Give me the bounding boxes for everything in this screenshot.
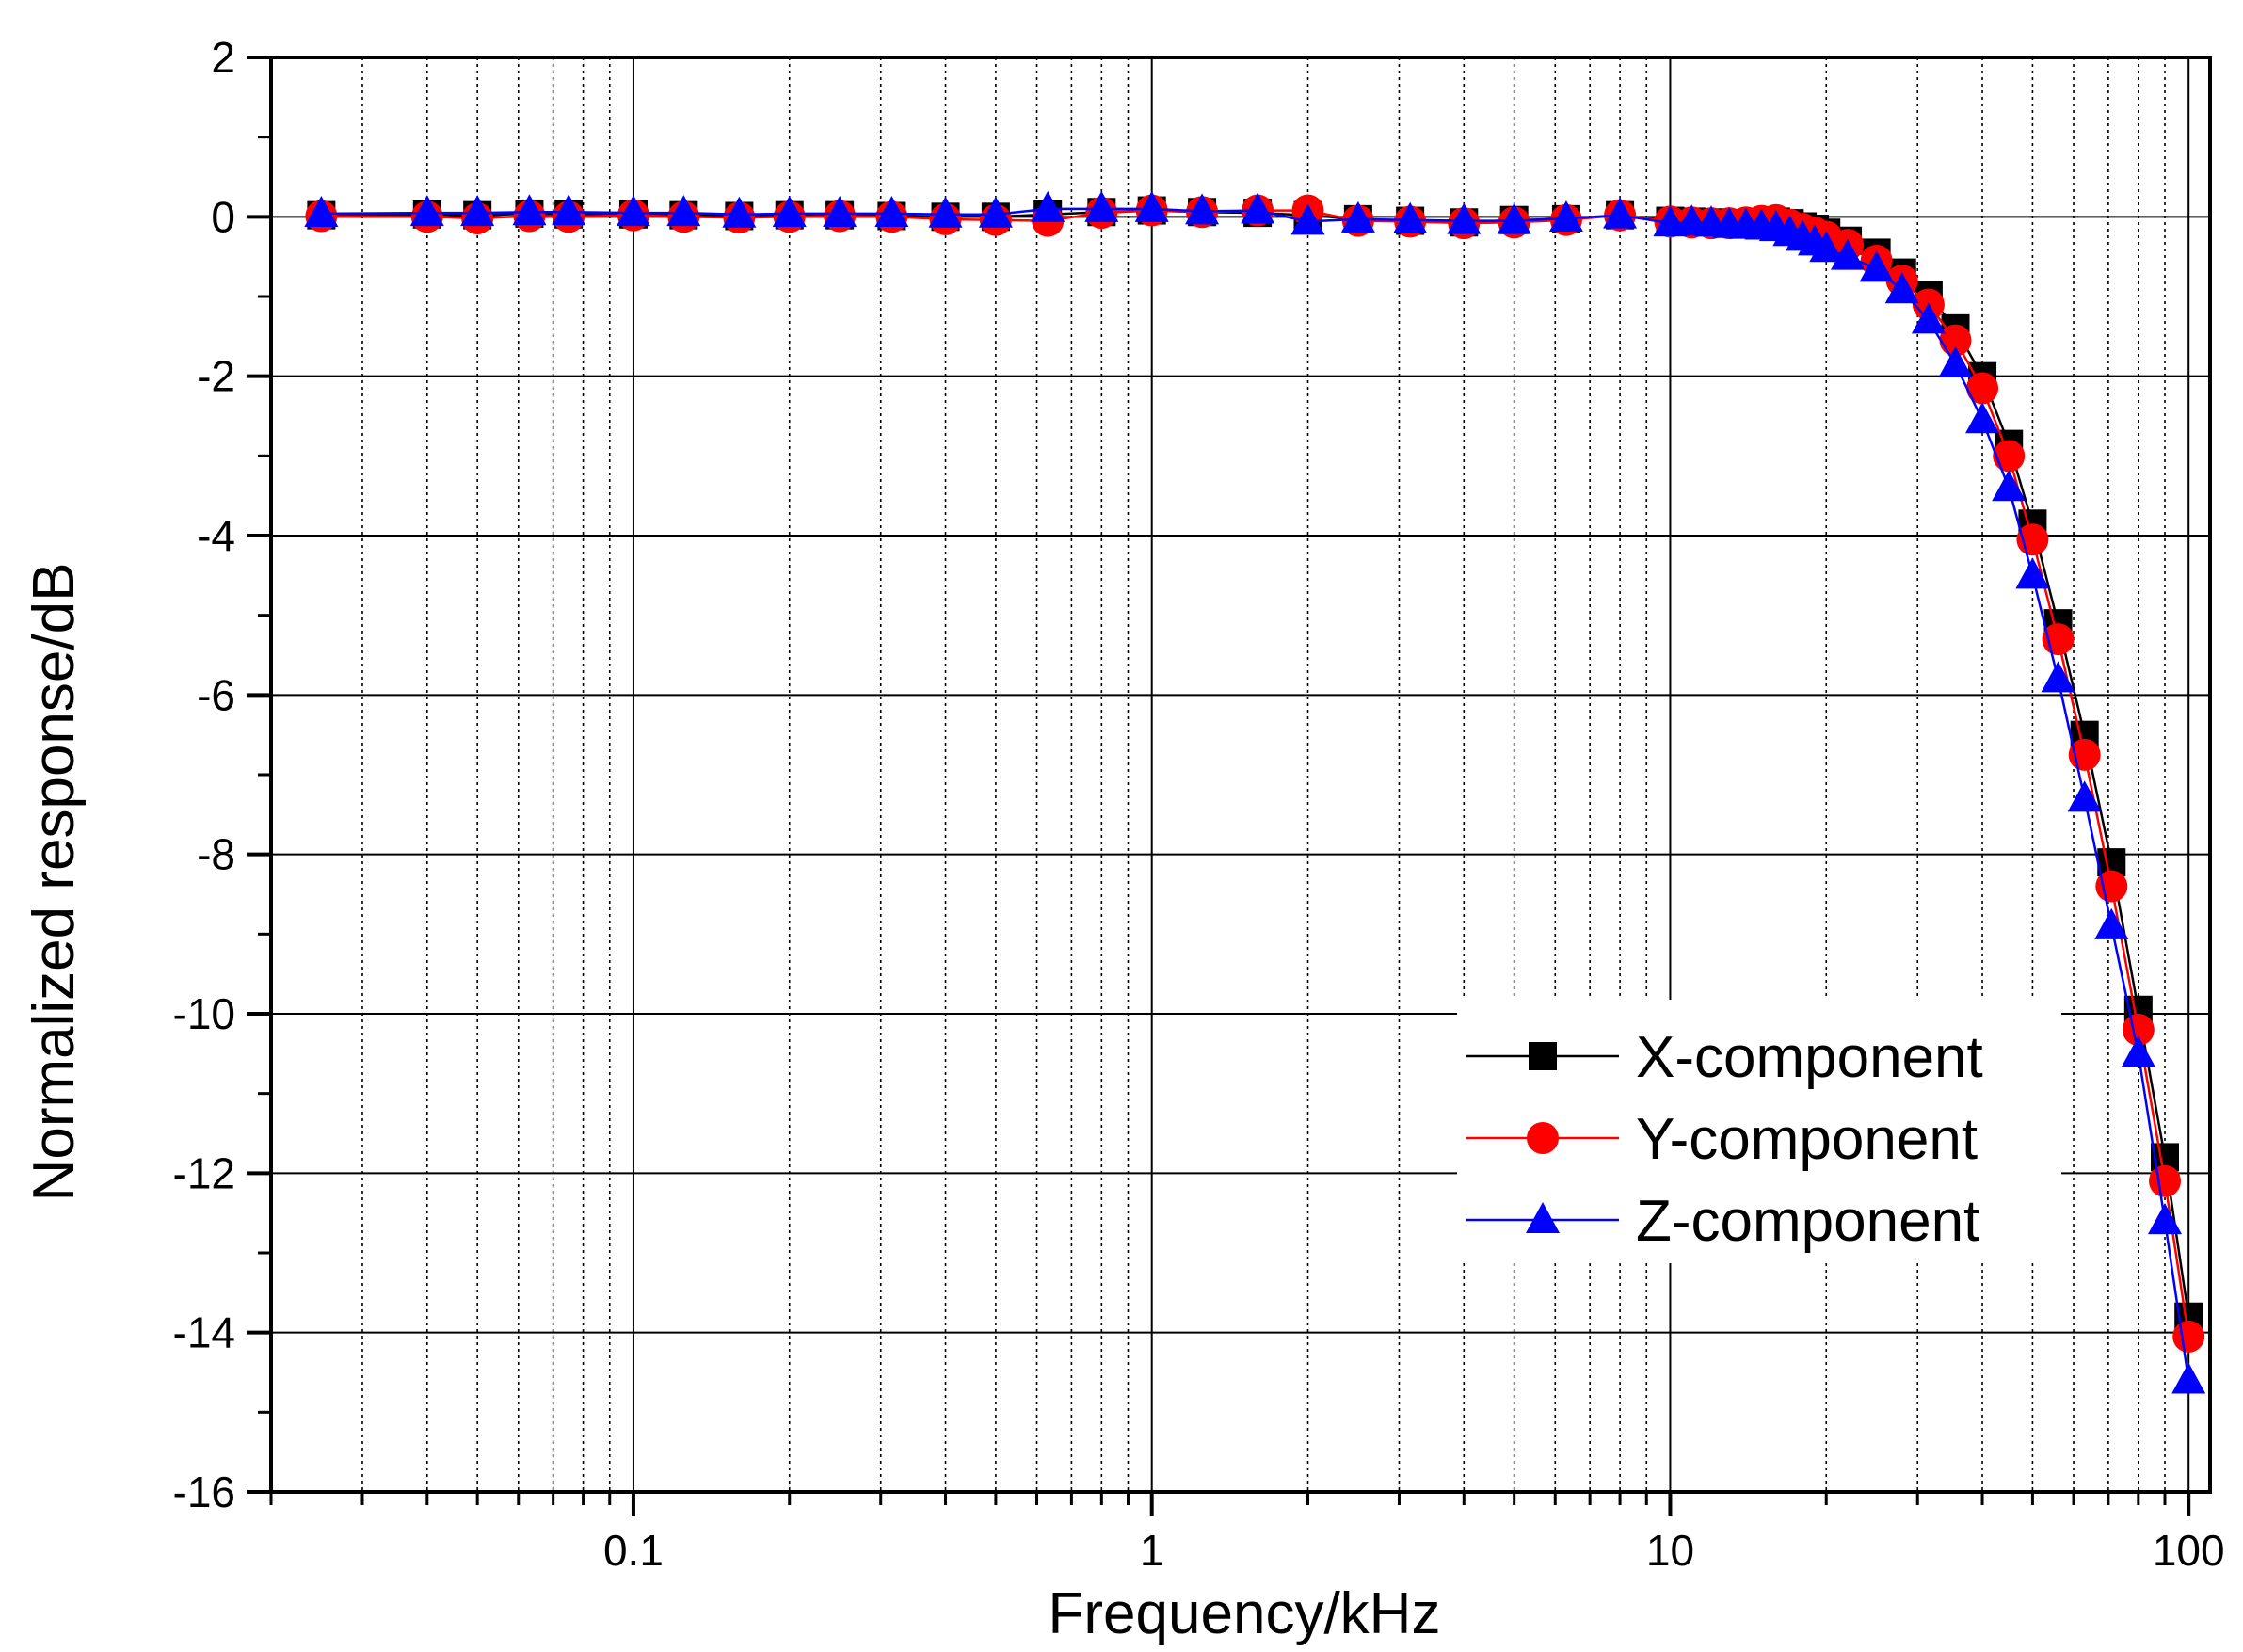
y-tick-label: -16 — [173, 1468, 235, 1516]
y-tick-label: -8 — [197, 830, 235, 879]
grid-lines — [270, 56, 2210, 1493]
y-component-marker — [1939, 324, 1972, 357]
x-axis-label: Frequency/kHz — [1049, 1581, 1441, 1646]
z-component-marker — [2067, 780, 2102, 812]
y-axis-label: Normalized response/dB — [22, 563, 87, 1202]
z-component-marker — [1447, 202, 1482, 234]
z-component-marker — [1340, 200, 1375, 233]
z-component-marker — [1497, 202, 1531, 234]
z-component-marker — [1831, 238, 1866, 270]
z-component-marker — [1290, 203, 1325, 235]
y-tick-label: -6 — [197, 670, 235, 719]
y-tick-label: -4 — [197, 511, 235, 560]
legend-label-y-component: Y-component — [1636, 1107, 1978, 1172]
z-component-marker — [2148, 1203, 2183, 1235]
z-component-marker — [928, 196, 963, 228]
z-component-marker — [460, 195, 495, 227]
z-component-marker — [552, 194, 586, 226]
y-tick-label: -12 — [173, 1148, 235, 1197]
z-component-marker — [616, 195, 650, 227]
z-component-marker — [1548, 200, 1583, 233]
y-tick-label: 2 — [211, 33, 235, 82]
y-component-marker — [1993, 440, 2026, 473]
legend-marker-x-component — [1529, 1042, 1557, 1070]
y-tick-label: -10 — [173, 989, 235, 1038]
data-series — [304, 190, 2206, 1394]
y-component-marker — [2042, 623, 2075, 656]
z-component-marker — [978, 196, 1013, 228]
y-component-marker — [2016, 523, 2049, 556]
x-tick-label: 0.1 — [603, 1526, 664, 1575]
z-component-marker — [1185, 193, 1220, 225]
z-component-marker — [1884, 272, 1919, 304]
z-component-marker — [512, 194, 547, 226]
legend-marker-y-component — [1527, 1122, 1559, 1154]
z-component-marker — [1859, 250, 1894, 282]
z-component-marker — [1134, 190, 1169, 222]
z-component-marker — [1809, 231, 1844, 263]
y-component-marker — [2149, 1164, 2182, 1197]
y-component-marker — [2122, 1013, 2155, 1046]
axis-ticks — [247, 56, 2191, 1516]
y-tick-label: 0 — [211, 192, 235, 241]
y-component-marker — [2172, 1320, 2205, 1353]
series-z-component — [304, 190, 2206, 1394]
z-component-marker — [722, 196, 757, 228]
legend-marker-z-component — [1526, 1202, 1560, 1233]
x-tick-label: 10 — [1646, 1526, 1694, 1575]
y-component-marker — [1966, 372, 1999, 405]
z-component-marker — [1938, 345, 1973, 377]
z-component-marker — [2041, 661, 2075, 693]
z-component-marker — [2094, 907, 2129, 939]
z-component-marker — [304, 195, 339, 227]
legend: X-component Y-component Z-component — [1457, 1000, 2061, 1263]
y-tick-label: -14 — [173, 1308, 235, 1357]
z-component-marker — [666, 195, 701, 227]
z-component-marker — [2171, 1362, 2206, 1394]
z-component-marker — [1084, 190, 1119, 222]
z-component-marker — [1393, 201, 1428, 233]
x-tick-label: 100 — [2153, 1526, 2225, 1575]
plot-frame — [269, 56, 2212, 1494]
z-component-marker — [1992, 470, 2027, 502]
z-component-marker — [2015, 557, 2050, 589]
tick-labels: 0.1 1 10 100 2 0 -2 -4 -6 -8 -10 -12 -14 -16 — [173, 33, 2225, 1575]
legend-label-z-component: Z-component — [1636, 1189, 1979, 1254]
z-component-marker — [772, 195, 807, 227]
z-component-marker — [1965, 402, 2000, 434]
z-component-marker — [1031, 190, 1065, 222]
z-component-marker — [1241, 192, 1275, 224]
y-tick-label: -2 — [197, 352, 235, 401]
z-component-marker — [2121, 1035, 2155, 1067]
x-tick-label: 1 — [1140, 1526, 1164, 1575]
z-component-marker — [874, 195, 909, 227]
y-component-marker — [2095, 870, 2128, 903]
z-component-marker — [823, 195, 857, 227]
z-component-marker — [409, 195, 444, 227]
legend-label-x-component: X-component — [1636, 1025, 1983, 1090]
z-component-marker — [1911, 302, 1946, 334]
z-component-marker — [1603, 197, 1638, 229]
